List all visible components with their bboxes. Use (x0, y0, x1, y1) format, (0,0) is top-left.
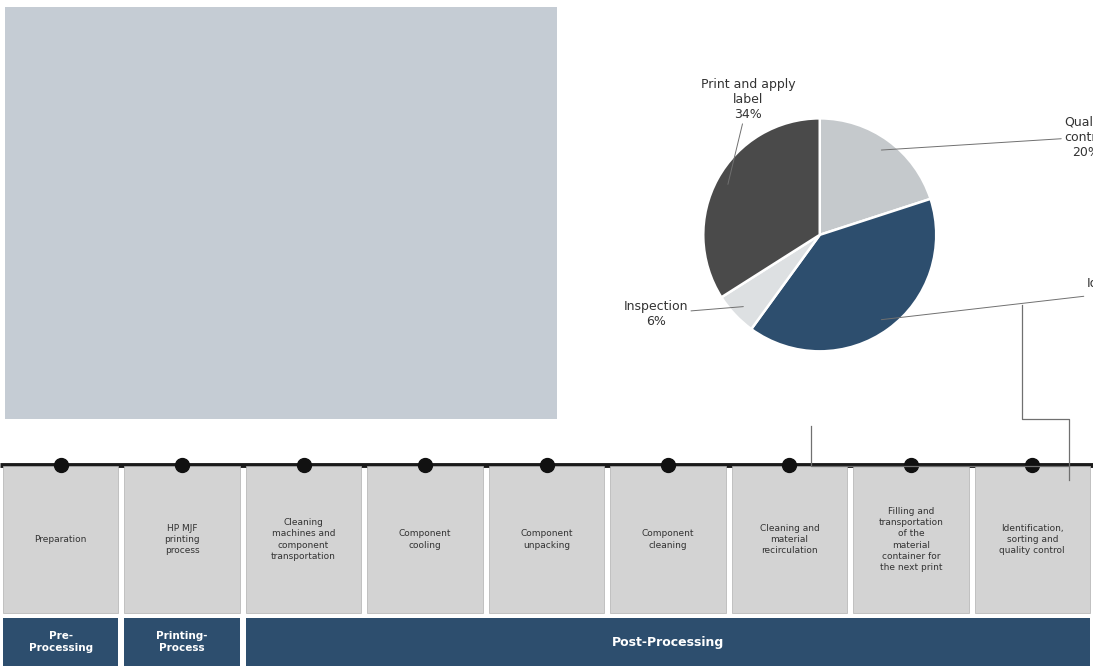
Text: Filling and
transportation
of the
material
container for
the next print: Filling and transportation of the materi… (879, 507, 943, 572)
FancyBboxPatch shape (246, 466, 362, 613)
Text: Print and apply
label
34%: Print and apply label 34% (701, 78, 796, 185)
FancyBboxPatch shape (975, 466, 1090, 613)
FancyBboxPatch shape (489, 466, 604, 613)
Wedge shape (820, 118, 930, 235)
Text: Component
cleaning: Component cleaning (642, 529, 694, 550)
Text: Identification,
sorting and
quality control: Identification, sorting and quality cont… (999, 524, 1065, 555)
FancyBboxPatch shape (3, 618, 118, 666)
Text: Preparation: Preparation (35, 535, 87, 544)
Text: Post-Processing: Post-Processing (612, 635, 724, 649)
FancyBboxPatch shape (610, 466, 726, 613)
Text: Cleaning
machines and
component
transportation: Cleaning machines and component transpor… (271, 519, 336, 561)
Text: Quality
control
20%: Quality control 20% (881, 115, 1093, 158)
Text: Component
unpacking: Component unpacking (520, 529, 573, 550)
FancyBboxPatch shape (854, 466, 968, 613)
Wedge shape (751, 199, 937, 352)
Text: Inspection
6%: Inspection 6% (624, 300, 743, 327)
Text: Component
cooling: Component cooling (399, 529, 451, 550)
FancyBboxPatch shape (3, 466, 118, 613)
FancyBboxPatch shape (367, 466, 483, 613)
Text: Identification
40%: Identification 40% (881, 277, 1093, 319)
FancyBboxPatch shape (246, 618, 1090, 666)
Wedge shape (703, 118, 820, 297)
Wedge shape (721, 235, 820, 329)
FancyBboxPatch shape (125, 618, 239, 666)
FancyBboxPatch shape (125, 466, 239, 613)
Text: Printing-
Process: Printing- Process (156, 631, 208, 653)
Text: Pre-
Processing: Pre- Processing (28, 631, 93, 653)
FancyBboxPatch shape (731, 466, 847, 613)
Text: HP MJF
printing
process: HP MJF printing process (164, 524, 200, 555)
Text: Cleaning and
material
recirculation: Cleaning and material recirculation (760, 524, 820, 555)
